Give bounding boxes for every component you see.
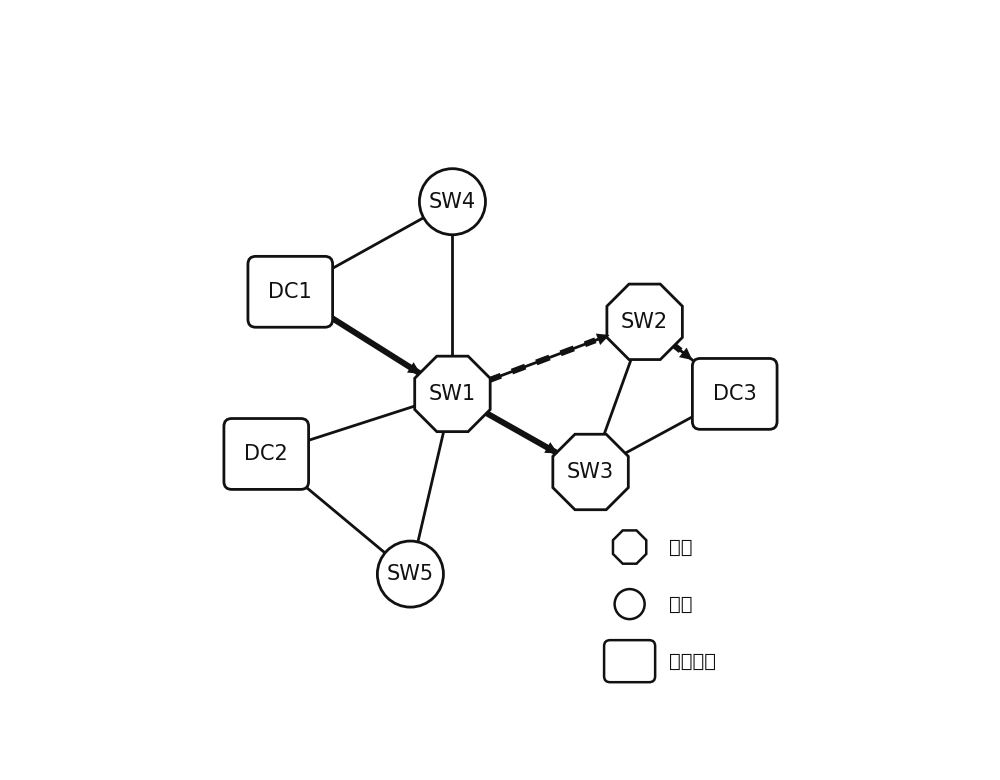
Text: 工作: 工作 bbox=[669, 537, 692, 557]
Text: SW1: SW1 bbox=[429, 384, 476, 404]
Polygon shape bbox=[613, 530, 646, 564]
Text: SW2: SW2 bbox=[621, 312, 668, 332]
Text: SW3: SW3 bbox=[567, 462, 614, 482]
FancyBboxPatch shape bbox=[224, 419, 309, 489]
Text: DC1: DC1 bbox=[268, 282, 312, 302]
Text: SW4: SW4 bbox=[429, 192, 476, 211]
Polygon shape bbox=[607, 284, 682, 360]
Circle shape bbox=[615, 589, 645, 619]
Text: 休眠: 休眠 bbox=[669, 594, 692, 614]
FancyBboxPatch shape bbox=[604, 640, 655, 682]
Text: DC3: DC3 bbox=[713, 384, 757, 404]
Text: SW5: SW5 bbox=[387, 564, 434, 584]
FancyBboxPatch shape bbox=[692, 359, 777, 429]
Text: 数据中心: 数据中心 bbox=[669, 651, 716, 671]
Polygon shape bbox=[553, 434, 628, 509]
Text: DC2: DC2 bbox=[244, 444, 288, 464]
Circle shape bbox=[419, 168, 485, 235]
Polygon shape bbox=[415, 356, 490, 431]
Circle shape bbox=[377, 541, 443, 607]
FancyBboxPatch shape bbox=[248, 257, 333, 328]
